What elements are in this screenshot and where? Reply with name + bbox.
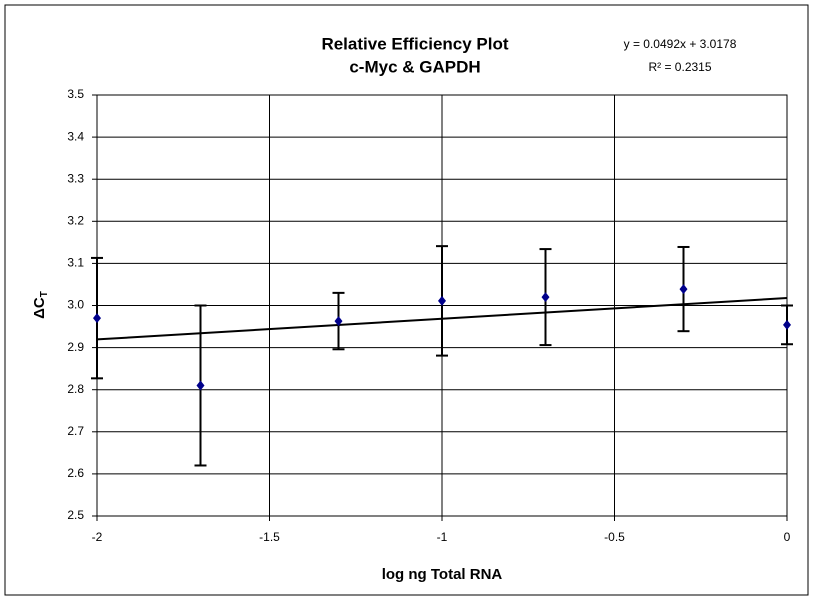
y-tick-label: 3.1	[67, 256, 84, 270]
chart-title: Relative Efficiency Plot	[321, 34, 508, 53]
trendline-r2: R² = 0.2315	[648, 60, 711, 74]
y-tick-label: 2.7	[67, 424, 84, 438]
y-tick-label: 2.6	[67, 466, 84, 480]
y-tick-label: 3.5	[67, 87, 84, 101]
y-tick-label: 3.3	[67, 171, 84, 185]
y-axis-label-sub: T	[39, 291, 50, 297]
x-tick-label: -0.5	[604, 530, 625, 544]
y-tick-label: 2.8	[67, 382, 84, 396]
y-axis-label-main: ΔC	[31, 297, 48, 319]
point	[783, 319, 791, 330]
x-tick-label: 0	[784, 530, 791, 544]
point	[334, 316, 343, 327]
x-tick-label: -2	[92, 530, 103, 544]
y-tick-label: 3.4	[67, 129, 84, 143]
point	[93, 313, 101, 324]
y-tick-label: 2.5	[67, 508, 84, 522]
y-tick-label: 2.9	[67, 340, 84, 354]
point	[196, 380, 205, 391]
point	[679, 284, 688, 295]
x-tick-label: -1.5	[259, 530, 280, 544]
x-tick-label: -1	[437, 530, 448, 544]
y-tick-label: 3.0	[67, 298, 84, 312]
chart-subtitle: c-Myc & GAPDH	[349, 57, 480, 76]
y-axis-label: ΔCT	[31, 291, 50, 319]
trendline-equation: y = 0.0492x + 3.0178	[624, 37, 737, 51]
point	[541, 292, 550, 303]
y-tick-label: 3.2	[67, 213, 84, 227]
x-axis-label: log ng Total RNA	[382, 566, 503, 583]
point	[438, 295, 446, 306]
